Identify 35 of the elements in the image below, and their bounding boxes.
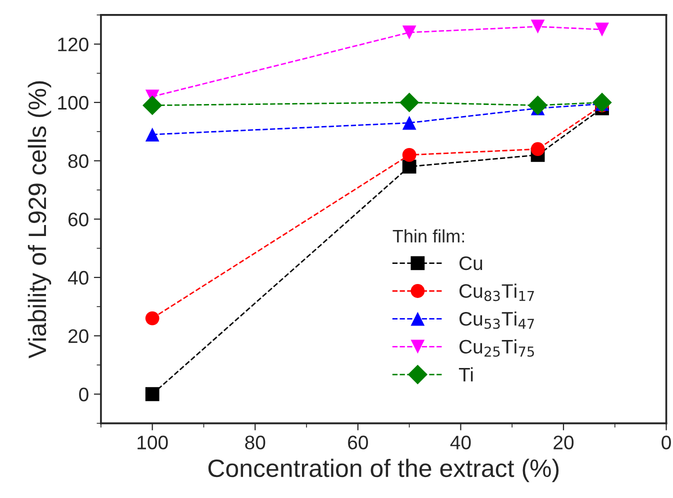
point (528, 96, 548, 116)
point (145, 387, 160, 402)
point (402, 116, 416, 130)
x-tick-label: 100 (138, 436, 168, 450)
legend-label: Ti (458, 367, 473, 382)
y-tick-label: 100 (58, 96, 88, 110)
point (145, 311, 160, 326)
legend-label: Cu (460, 256, 482, 270)
point (402, 148, 416, 162)
legend-label: Cu$_{25}$Ti$_{75}$ (460, 339, 534, 357)
legend-label: Cu$_{53}$Ti$_{47}$ (460, 311, 534, 329)
y-tick-label: 80 (68, 154, 88, 168)
point (145, 128, 160, 142)
y-tick-label: 0 (79, 388, 88, 402)
legend-label: Cu$_{83}$Ti$_{17}$ (460, 284, 534, 302)
y-tick-label: 120 (58, 38, 88, 52)
point (402, 25, 416, 40)
point (399, 92, 420, 112)
point (142, 96, 162, 116)
point (595, 22, 609, 36)
point (592, 92, 612, 112)
point (402, 160, 416, 174)
point (530, 20, 545, 34)
x-tick-label: 0 (662, 436, 671, 450)
x-tick-label: 80 (245, 436, 266, 450)
y-tick-label: 20 (68, 329, 88, 344)
x-tick-label: 40 (450, 436, 471, 450)
x-tick-label: 60 (348, 436, 368, 450)
x-axis-title: Concentration of the extract (%) (208, 458, 559, 482)
x-tick-label: 20 (554, 436, 574, 450)
y-tick-label: 60 (68, 212, 88, 226)
y-axis-title: Viability of L929 cells (%) (28, 81, 52, 358)
point (530, 142, 545, 156)
legend-title: Thin film: (392, 229, 464, 242)
y-tick-label: 40 (68, 270, 88, 285)
